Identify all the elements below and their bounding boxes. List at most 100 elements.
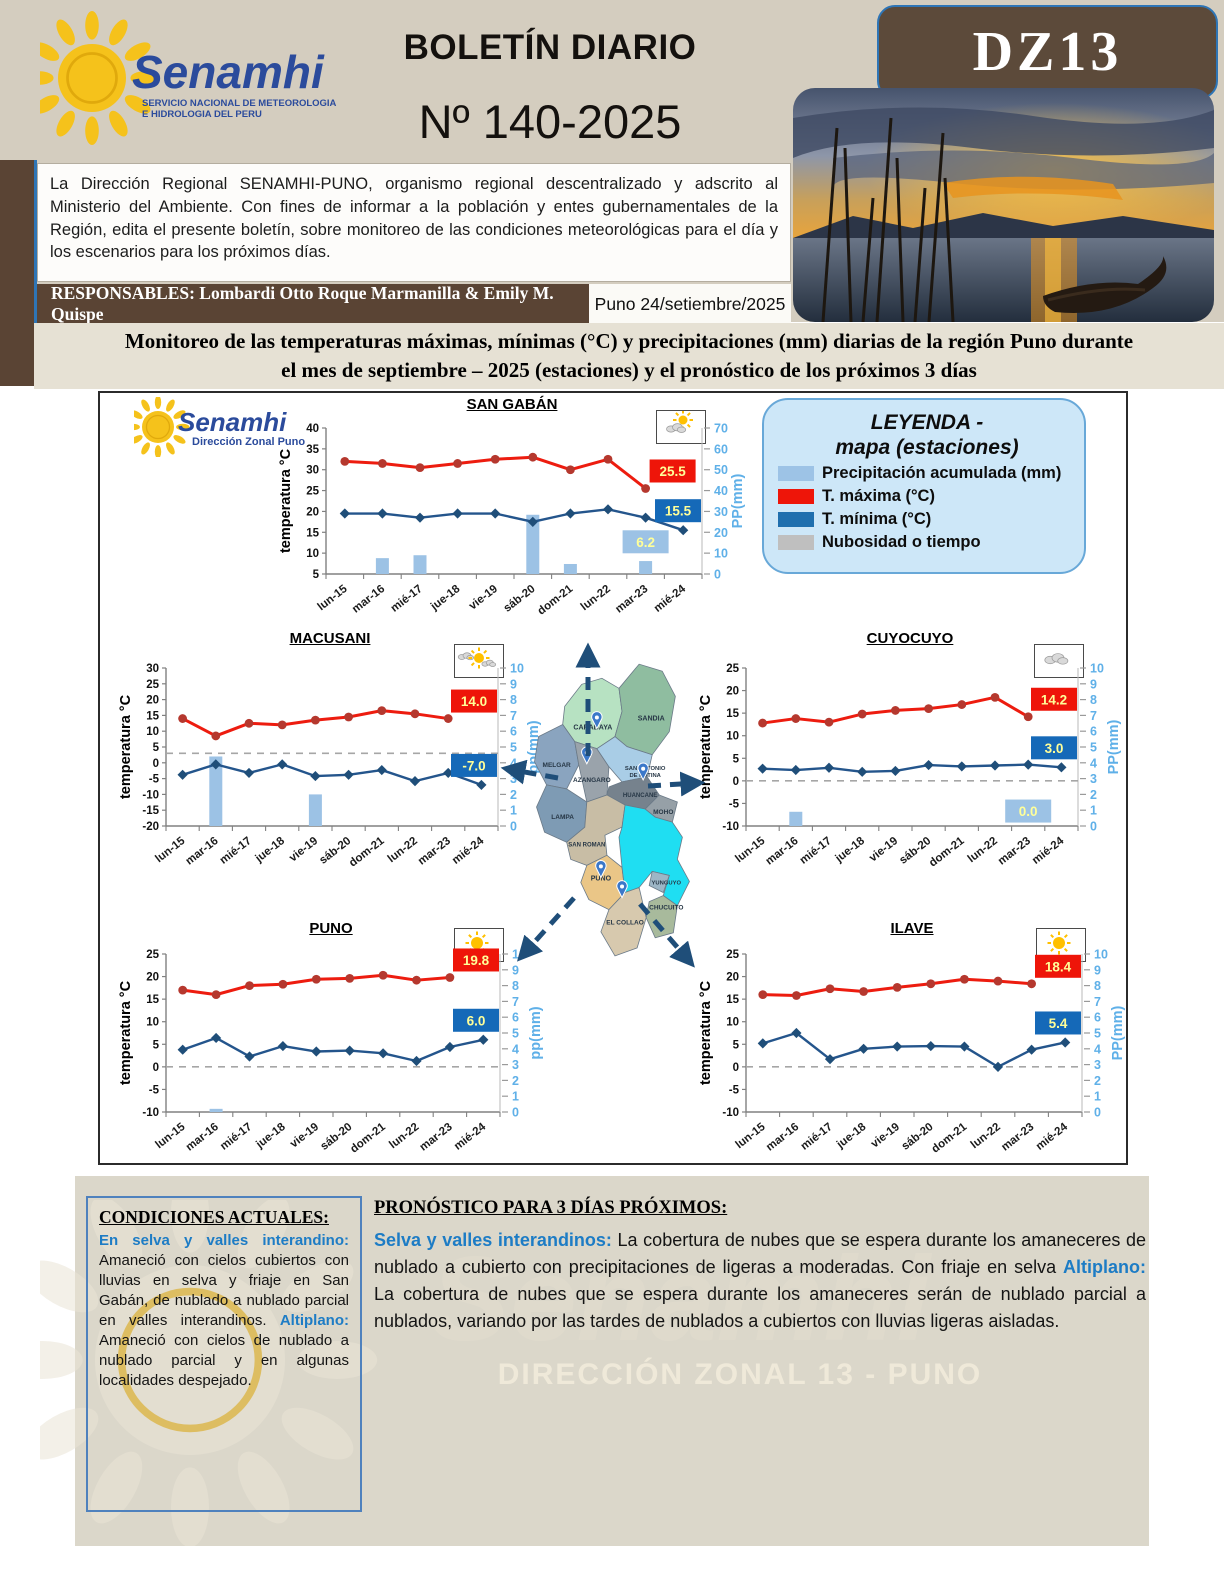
map-province-label: EL COLLAO	[606, 920, 644, 927]
legend-item: Precipitación acumulada (mm)	[778, 464, 1076, 483]
puno-region-map: CARABAYA SANDIA MELGAR AZANGARO SAN ANTONIO D…	[526, 636, 710, 968]
chart-cuyocuyo: CUYOCUYO -10 -5 0 5 10 15 20 25 0 1 2 3 4 5 6 7 8 9 10 lun-…	[696, 630, 1124, 878]
svg-text:3: 3	[510, 772, 517, 786]
zonal-name-text: Senamhi	[178, 407, 287, 437]
svg-text:5: 5	[1094, 1027, 1101, 1041]
svg-text:dom-21: dom-21	[927, 835, 967, 870]
svg-text:lun-22: lun-22	[969, 1121, 1003, 1151]
svg-text:0: 0	[733, 1062, 739, 1074]
svg-text:3.0: 3.0	[1045, 741, 1064, 756]
svg-text:10: 10	[726, 731, 739, 743]
svg-text:6: 6	[1094, 1011, 1101, 1025]
forecast-lead-altiplano: Altiplano:	[1063, 1257, 1146, 1277]
svg-text:0: 0	[153, 1062, 159, 1074]
svg-text:30: 30	[146, 663, 159, 675]
forecast-text-selva: La cobertura de nubes que se espera dura…	[374, 1230, 1146, 1277]
svg-text:4: 4	[510, 756, 517, 770]
svg-text:0: 0	[153, 758, 159, 770]
svg-text:5: 5	[313, 569, 320, 581]
svg-text:1: 1	[510, 804, 517, 818]
map-province	[648, 870, 670, 894]
svg-text:8: 8	[510, 693, 517, 707]
svg-text:10: 10	[306, 548, 319, 560]
current-conditions-box: CONDICIONES ACTUALES: En selva y valles …	[86, 1196, 362, 1512]
svg-text:lun-22: lun-22	[579, 583, 613, 613]
conditions-lead-altiplano: Altiplano:	[279, 1311, 349, 1329]
svg-text:vie-19: vie-19	[467, 583, 500, 613]
svg-text:dom-21: dom-21	[536, 583, 576, 618]
svg-text:5: 5	[733, 753, 740, 765]
svg-text:mié-24: mié-24	[1030, 835, 1067, 867]
svg-text:5: 5	[1090, 741, 1097, 755]
intro-paragraph: La Dirección Regional SENAMHI-PUNO, orga…	[37, 163, 791, 282]
svg-text:temperatura °C: temperatura °C	[698, 980, 714, 1085]
chart-plot: -10 -5 0 5 10 15 20 25 0 1 2 3 4 5 6 7 8 9 10 lun-15 mar-16 m…	[696, 660, 1124, 878]
map-province-label: MELGAR	[543, 762, 572, 769]
legend-label: Precipitación acumulada (mm)	[822, 464, 1062, 483]
svg-text:-10: -10	[142, 1107, 159, 1119]
svg-text:70: 70	[714, 422, 728, 436]
map-pin-icon	[591, 711, 603, 730]
svg-text:jue-18: jue-18	[253, 1121, 288, 1152]
svg-text:10: 10	[714, 547, 728, 561]
svg-text:10: 10	[726, 1017, 739, 1029]
svg-text:6: 6	[512, 1011, 519, 1025]
svg-text:60: 60	[714, 442, 728, 456]
left-accent-band	[0, 160, 37, 386]
svg-text:19.8: 19.8	[463, 953, 490, 968]
svg-text:-15: -15	[142, 805, 159, 817]
brand-sub1-text: SERVICIO NACIONAL DE METEOROLOGIA	[142, 98, 337, 109]
svg-text:3: 3	[1094, 1058, 1101, 1072]
svg-text:mié-17: mié-17	[218, 1121, 254, 1153]
svg-text:sáb-20: sáb-20	[502, 583, 538, 615]
svg-text:mar-16: mar-16	[764, 835, 801, 868]
map-legend: LEYENDA - mapa (estaciones) Precipitació…	[762, 398, 1086, 574]
chart-title: SAN GABÁN	[466, 396, 558, 413]
map-province-label: HUANCANE	[623, 793, 657, 799]
svg-text:2: 2	[1090, 788, 1097, 802]
svg-text:-5: -5	[729, 1084, 740, 1096]
svg-text:mar-23: mar-23	[418, 1121, 455, 1154]
svg-text:8: 8	[512, 979, 519, 993]
weather-cloud-icon	[1034, 644, 1084, 678]
svg-text:6.0: 6.0	[467, 1013, 486, 1028]
svg-text:mié-24: mié-24	[652, 583, 689, 615]
chart-title: CUYOCUYO	[866, 630, 954, 647]
svg-text:1: 1	[1094, 1090, 1101, 1104]
svg-text:mar-23: mar-23	[999, 1121, 1036, 1154]
watermark-text: DIRECCIÓN ZONAL 13 - PUNO	[497, 1358, 983, 1391]
forecast-lead-selva: Selva y valles interandinos:	[374, 1230, 618, 1250]
svg-text:5: 5	[153, 742, 160, 754]
legend-swatch	[778, 512, 814, 528]
svg-text:10: 10	[510, 662, 524, 676]
svg-text:5: 5	[510, 741, 517, 755]
chart-macusani: MACUSANI -20 -15 -10 -5 0 5 10 15 20 25 30 0 1 2 3 4 5 6 7…	[116, 630, 544, 878]
svg-text:15.5: 15.5	[665, 504, 692, 519]
svg-text:vie-19: vie-19	[287, 835, 320, 865]
section-title: Monitoreo de las temperaturas máximas, m…	[34, 323, 1224, 389]
legend-swatch	[778, 489, 814, 505]
svg-text:vie-19: vie-19	[869, 1121, 902, 1151]
svg-text:mar-16: mar-16	[350, 583, 387, 616]
chart-title: PUNO	[309, 920, 353, 937]
svg-text:0: 0	[733, 776, 739, 788]
svg-text:lun-15: lun-15	[316, 583, 351, 614]
svg-text:7: 7	[512, 995, 519, 1009]
chart-svg: -10-50510152025012345678910lun-15mar-16m…	[698, 662, 1122, 870]
svg-text:14.2: 14.2	[1041, 692, 1067, 707]
svg-text:35: 35	[306, 444, 319, 456]
svg-text:10: 10	[512, 948, 526, 962]
svg-text:pp(mm): pp(mm)	[528, 1006, 544, 1059]
svg-text:mar-16: mar-16	[764, 1121, 801, 1154]
svg-text:25: 25	[726, 949, 739, 961]
map-province-label: MOHO	[653, 809, 673, 816]
svg-text:20: 20	[306, 506, 319, 518]
bulletin-number: Nº 140-2025	[418, 95, 682, 148]
conditions-lead-selva: En selva y valles interandino:	[99, 1232, 349, 1249]
svg-text:25: 25	[146, 949, 159, 961]
svg-text:15: 15	[146, 994, 159, 1006]
svg-text:mié-17: mié-17	[798, 835, 834, 867]
svg-text:2: 2	[510, 788, 517, 802]
